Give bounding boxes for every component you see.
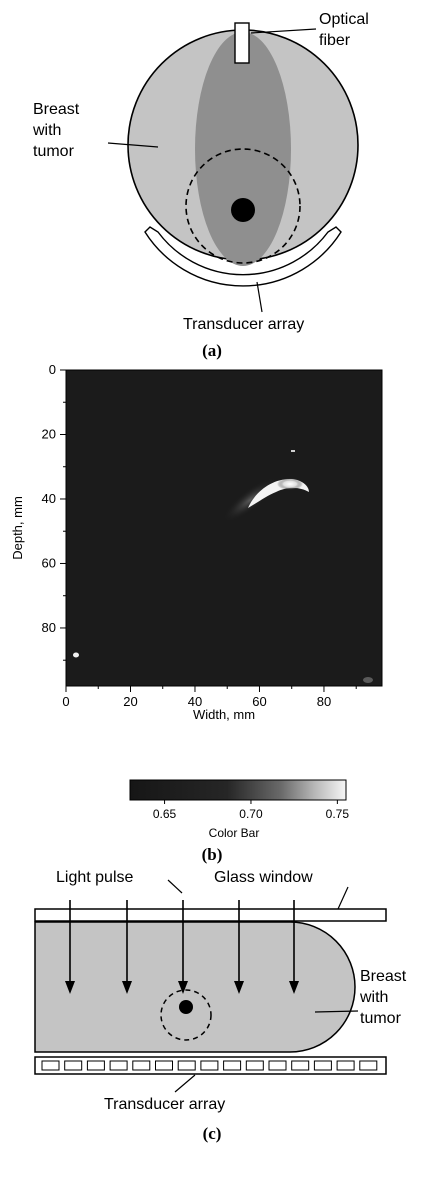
transducer-element (109, 1060, 128, 1071)
y-tick-label: 0 (49, 362, 56, 377)
breast-label-1: Breast (33, 101, 80, 118)
light-pulse-label: Light pulse (56, 869, 133, 886)
breast-leader-line (107, 142, 159, 148)
colorbar-tick-label: 0.65 (153, 807, 177, 821)
breast-label-3: tumor (33, 143, 75, 160)
transducer-element (155, 1060, 173, 1071)
tumor-core (277, 478, 303, 490)
colorbar-ticks: 0.65 0.70 0.75 (153, 800, 349, 821)
tumor-dot (231, 198, 255, 222)
transducer-element (200, 1060, 219, 1071)
arrow-head (178, 981, 188, 994)
transducer-element (336, 1060, 355, 1071)
transducer-element (86, 1060, 105, 1071)
scan-region-dashed-circle (185, 148, 301, 264)
transducer-leader-line (256, 281, 263, 313)
transducer-label-c: Transducer array (104, 1096, 225, 1113)
y-tick-label: 80 (42, 620, 56, 635)
breast-label-c-1: Breast (360, 968, 407, 985)
x-tick-label: 0 (62, 694, 69, 709)
optical-fiber-label-1: Optical (319, 11, 369, 28)
transducer-element (223, 1060, 242, 1071)
transducer-element (245, 1060, 264, 1071)
arrow-head (65, 981, 75, 994)
x-tick-label: 80 (317, 694, 331, 709)
arrow-head (289, 981, 299, 994)
breast-label-2: with (32, 122, 61, 139)
panel-c: Light pulse Glass window Breast with tum… (34, 869, 407, 1143)
transducer-element (291, 1060, 310, 1071)
glass-window-label: Glass window (214, 869, 313, 886)
transducer-element (359, 1060, 378, 1071)
y-tick-label: 60 (42, 555, 56, 570)
y-tick-label: 20 (42, 426, 56, 441)
breast-label-c-3: tumor (360, 1010, 402, 1027)
x-axis-ticks: 0 20 40 60 80 (62, 686, 357, 709)
breast-compressed-shape (34, 921, 356, 1053)
bright-speck-left (73, 652, 79, 658)
transducer-leader-c (174, 1074, 196, 1093)
light-pulse-arrows (65, 900, 299, 994)
caption-a: (a) (202, 341, 222, 360)
transducer-element (268, 1060, 287, 1071)
transducer-element (177, 1060, 196, 1071)
transducer-label: Transducer array (183, 316, 304, 333)
y-axis-ticks: 0 20 40 60 80 (42, 362, 66, 661)
breast-leader-c (314, 1010, 359, 1013)
plot-frame (65, 369, 383, 687)
arrow-head (122, 981, 132, 994)
x-axis-label: Width, mm (193, 707, 255, 722)
colorbar-tick-label: 0.70 (239, 807, 263, 821)
panel-a: Optical fiber Breast with tumor Transduc… (32, 11, 369, 360)
scan-region-dashed-circle-c (160, 989, 212, 1041)
x-tick-label: 20 (123, 694, 137, 709)
optical-fiber-label-2: fiber (319, 32, 351, 49)
x-tick-label: 40 (188, 694, 202, 709)
transducer-element (313, 1060, 332, 1071)
colorbar-label: Color Bar (209, 826, 260, 840)
colorbar-tick-label: 0.75 (326, 807, 350, 821)
tumor-dot-c (179, 1000, 193, 1014)
y-tick-label: 40 (42, 491, 56, 506)
transducer-element (132, 1060, 151, 1071)
transducer-element (64, 1060, 83, 1071)
transducer-elements (41, 1060, 378, 1071)
transducer-array-arc (144, 226, 342, 287)
caption-c: (c) (203, 1124, 222, 1143)
arrow-head (234, 981, 244, 994)
x-tick-label: 60 (252, 694, 266, 709)
colorbar (129, 779, 347, 801)
glass-window (34, 908, 387, 922)
breast-label-c-2: with (359, 989, 388, 1006)
optical-fiber (234, 22, 250, 64)
light-pulse-leader (167, 879, 183, 894)
transducer-element (41, 1060, 60, 1071)
faint-speckle-right (363, 677, 373, 683)
glass-window-leader (337, 886, 349, 910)
caption-b: (b) (202, 845, 223, 864)
fiber-leader-line (250, 28, 317, 34)
y-axis-label: Depth, mm (10, 496, 25, 560)
bright-speck-top (291, 450, 295, 452)
heatmap-features (73, 450, 373, 683)
heatmap-background (66, 370, 382, 686)
light-beam-ellipse (195, 32, 291, 266)
